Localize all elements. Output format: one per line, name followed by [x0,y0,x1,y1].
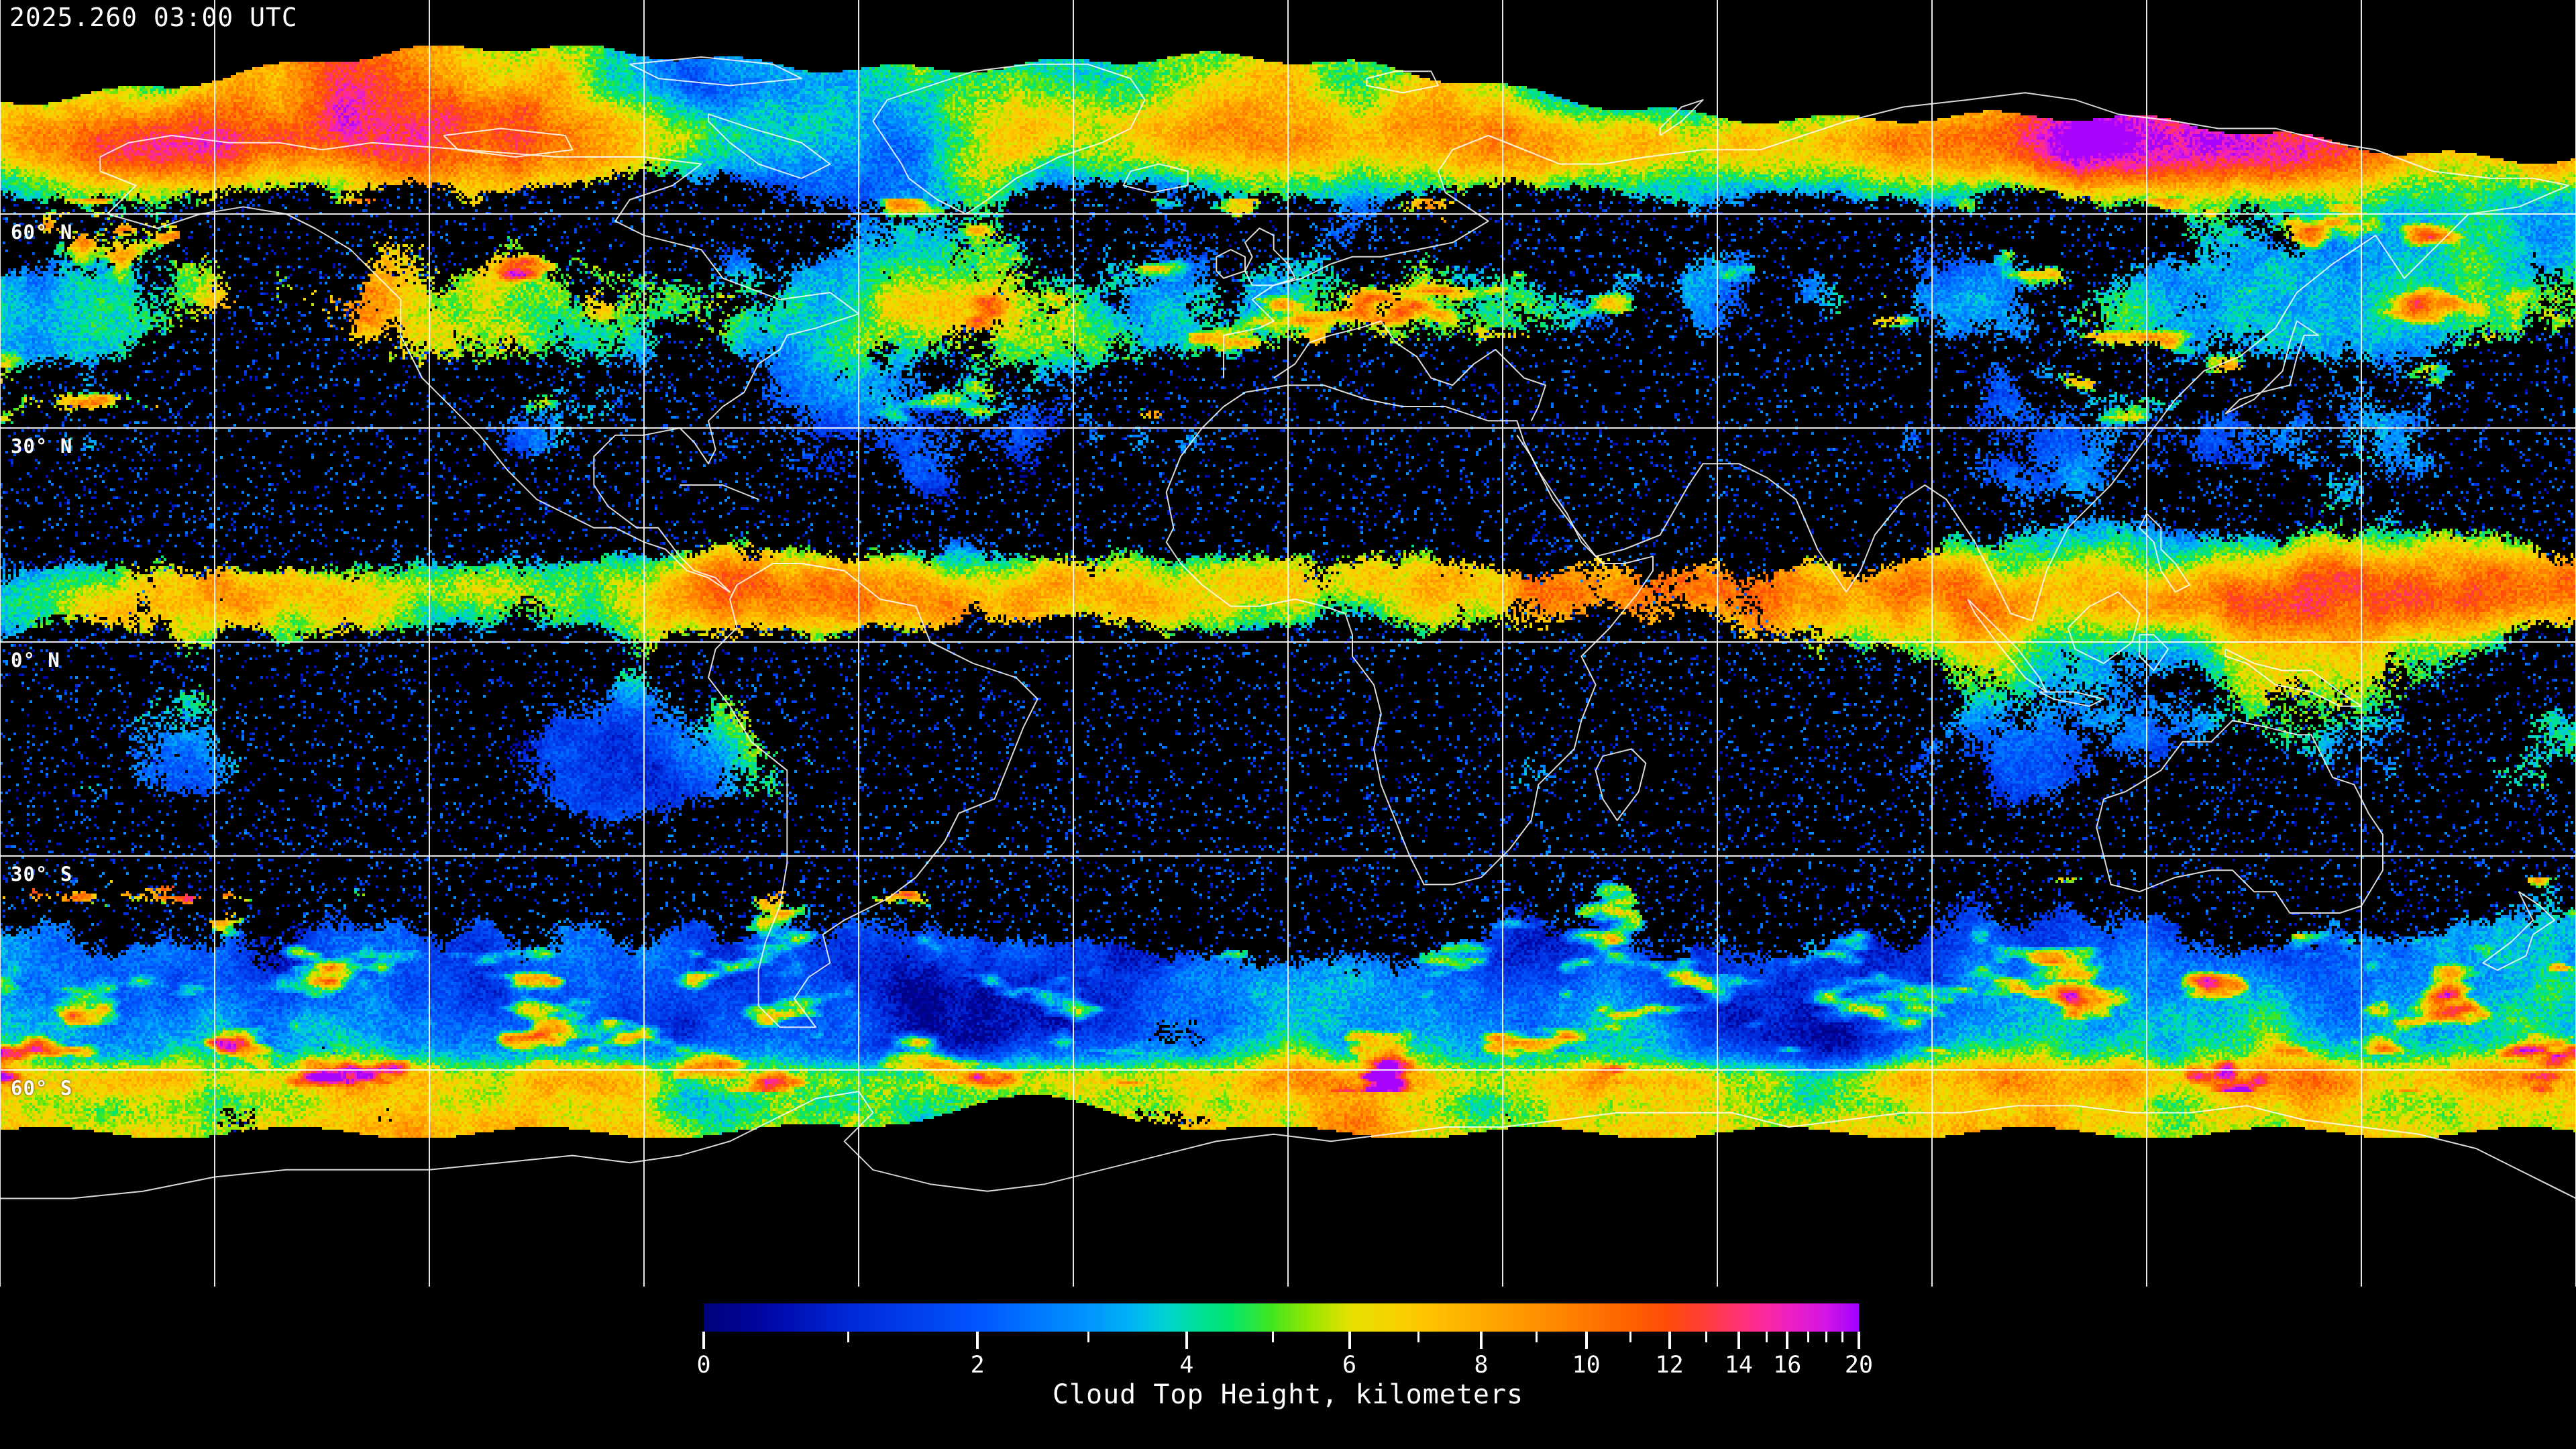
colorbar-minor-tick [1807,1332,1809,1342]
latitude-label: 30° N [11,435,73,458]
timestamp: 2025.260 03:00 UTC [9,3,298,32]
colorbar-major-tick [1479,1332,1483,1349]
colorbar-tick-label: 0 [696,1352,711,1379]
colorbar-major-tick [702,1332,705,1349]
colorbar-minor-tick [1705,1332,1708,1342]
colorbar-major-tick [1668,1332,1671,1349]
colorbar-tick-label: 14 [1724,1352,1753,1379]
colorbar-minor-tick [1765,1332,1768,1342]
colorbar-minor-tick [847,1332,849,1342]
colorbar-minor-tick [1087,1332,1089,1342]
colorbar-title: Cloud Top Height, kilometers [1052,1379,1524,1410]
colorbar-tick-label: 20 [1844,1352,1874,1379]
colorbar-gradient [704,1303,1859,1332]
colorbar-minor-tick [1841,1332,1844,1342]
latitude-label: 30° S [11,863,73,885]
colorbar-major-tick [1185,1332,1188,1349]
latitude-label: 0° N [11,649,60,672]
colorbar-tick-label: 4 [1179,1352,1194,1379]
colorbar-minor-tick [1272,1332,1275,1342]
colorbar-minor-tick [1825,1332,1828,1342]
world-cloud-top-height-map-canvas [0,0,2576,1288]
colorbar-tick-label: 10 [1572,1352,1601,1379]
colorbar-minor-tick [1629,1332,1631,1342]
colorbar-tick-label: 6 [1342,1352,1357,1379]
colorbar-tick-label: 12 [1655,1352,1684,1379]
colorbar-major-tick [1786,1332,1789,1349]
colorbar-minor-tick [1417,1332,1420,1342]
colorbar-major-tick [1585,1332,1588,1349]
colorbar-major-tick [1737,1332,1740,1349]
colorbar-tick-label: 2 [970,1352,985,1379]
colorbar-major-tick [1348,1332,1351,1349]
colorbar-major-tick [1858,1332,1860,1349]
colorbar-tick-label: 16 [1773,1352,1802,1379]
latitude-label: 60° N [11,221,73,244]
colorbar-tick-label: 8 [1474,1352,1489,1379]
latitude-label: 60° S [11,1077,73,1099]
colorbar-major-tick [976,1332,979,1349]
colorbar-minor-tick [1536,1332,1538,1342]
